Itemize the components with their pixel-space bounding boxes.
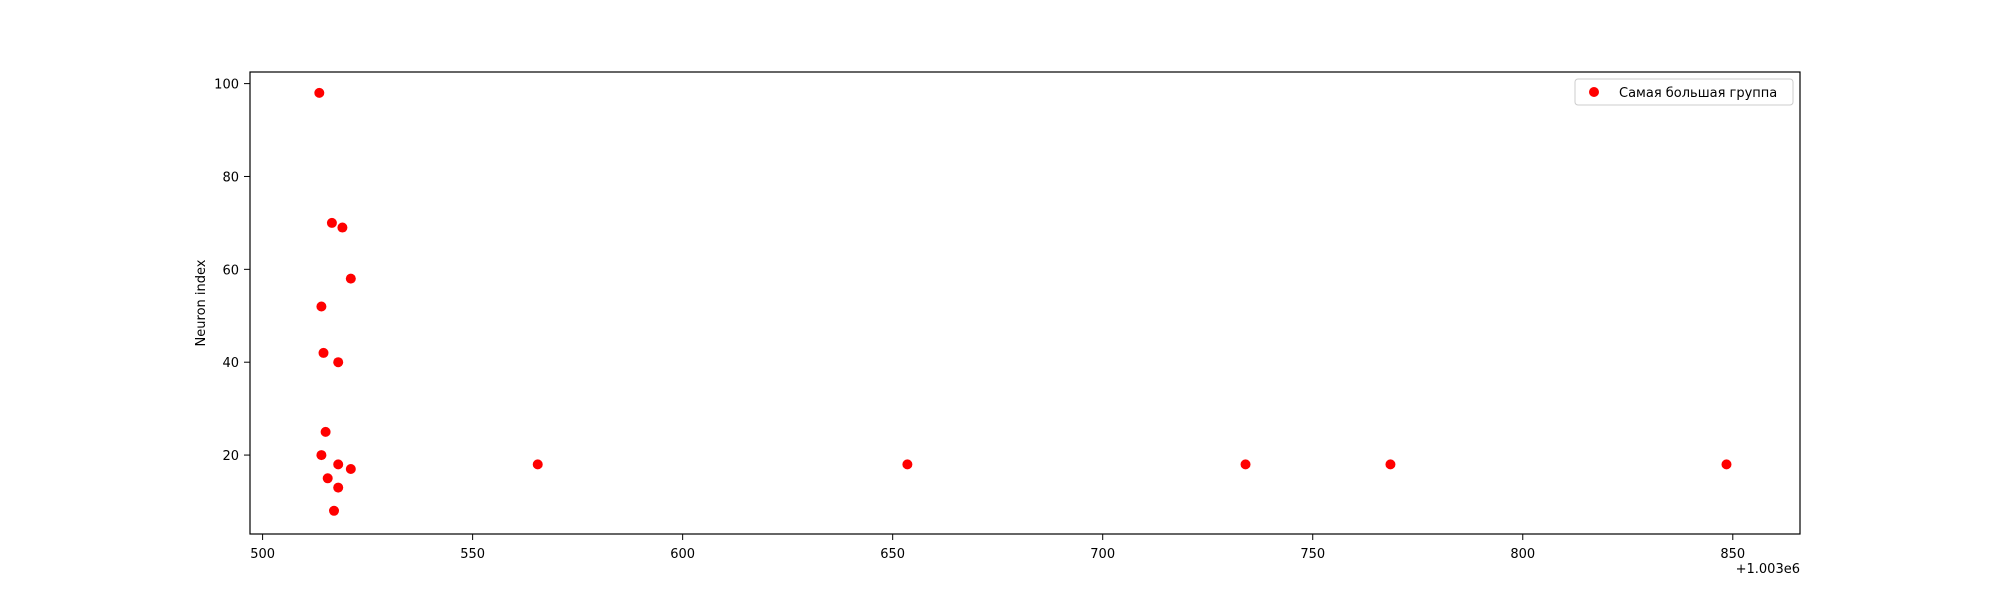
data-point [337, 222, 348, 233]
data-point [1240, 459, 1251, 470]
data-point [345, 273, 356, 284]
data-point [1385, 459, 1396, 470]
data-point [1721, 459, 1732, 470]
x-offset-label: +1.003e6 [1736, 562, 1800, 577]
points-layer [314, 87, 1732, 516]
data-point [902, 459, 913, 470]
y-ticks-layer: 20 40 60 80 100 [214, 78, 250, 464]
legend-box [1574, 78, 1794, 106]
data-point [333, 357, 344, 368]
data-point [326, 217, 337, 228]
legend-label: Самая большая группа [1619, 86, 1777, 101]
x-tick-label: 600 [670, 547, 695, 562]
data-point [318, 347, 329, 358]
x-tick-label: 650 [880, 547, 905, 562]
data-point [314, 87, 325, 98]
y-tick-label: 100 [214, 78, 239, 93]
x-tick-label: 750 [1300, 547, 1325, 562]
data-point [316, 450, 327, 461]
data-point [329, 505, 340, 516]
y-axis-label: Neuron index [194, 259, 209, 346]
legend-marker [1589, 87, 1599, 97]
y-tick-label: 40 [222, 356, 239, 371]
data-point [322, 473, 333, 484]
data-point [345, 463, 356, 474]
x-tick-label: 800 [1510, 547, 1535, 562]
x-tick-label: 500 [250, 547, 275, 562]
y-tick-label: 20 [222, 449, 239, 464]
data-point [320, 426, 331, 437]
x-tick-label: 850 [1720, 547, 1745, 562]
x-ticks-layer: 500 550 600 650 700 750 800 850 [250, 534, 1745, 562]
y-tick-label: 60 [222, 263, 239, 278]
x-tick-label: 700 [1090, 547, 1115, 562]
x-tick-label: 550 [460, 547, 485, 562]
axes-frame [249, 71, 1801, 535]
data-point [316, 301, 327, 312]
legend: Самая большая группа [1574, 78, 1794, 106]
data-point [333, 482, 344, 493]
data-point [532, 459, 543, 470]
data-point [333, 459, 344, 470]
plot-area [250, 72, 1800, 534]
y-tick-label: 80 [222, 170, 239, 185]
